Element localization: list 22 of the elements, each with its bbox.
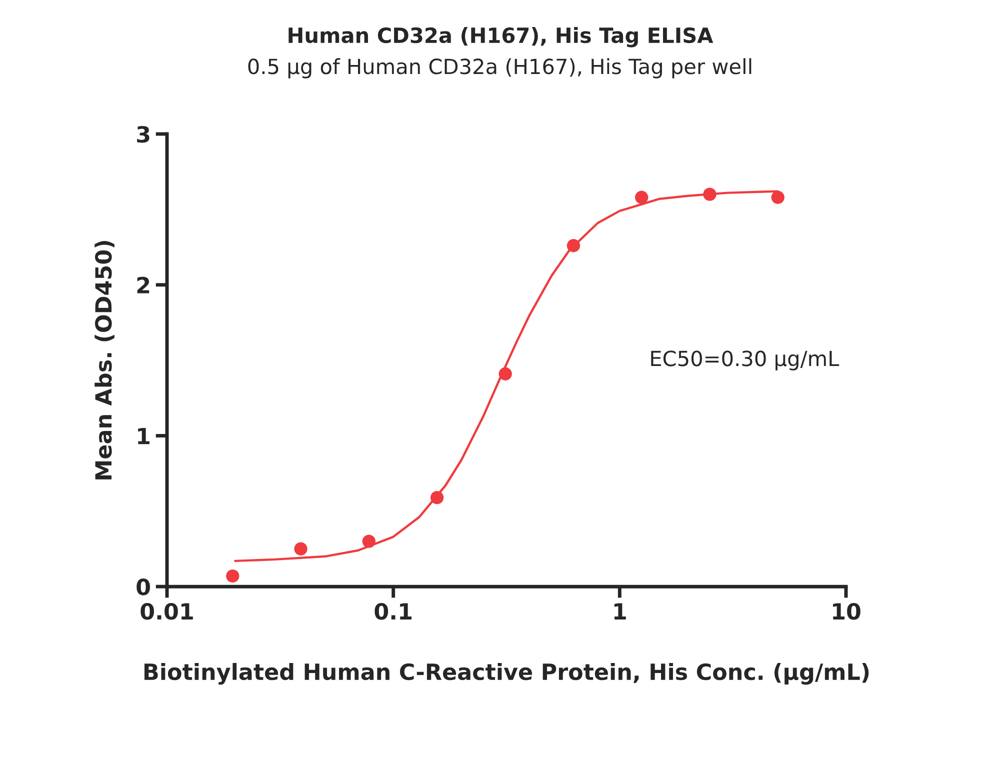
point: [226, 569, 240, 583]
x-tick-label: 10: [833, 602, 860, 620]
point: [430, 490, 444, 504]
x-tick-label: 1: [614, 603, 626, 620]
point: [362, 534, 376, 548]
point: [294, 542, 308, 556]
y-tick-label: 0: [136, 578, 150, 596]
point: [771, 190, 784, 204]
annotation: EC50=0.30 μg/mL: [651, 350, 840, 370]
point: [566, 239, 580, 252]
y-tick-label: 2: [137, 276, 150, 294]
y-tick-label: 1: [138, 428, 150, 444]
y-tick-label: 3: [137, 126, 150, 143]
chart-title: Human CD32a (H167), His Tag ELISA: [288, 27, 714, 48]
chart-subtitle: 0.5 μg of Human CD32a (H167), His Tag per well: [248, 58, 752, 78]
x-tick-label: 0.01: [140, 602, 193, 620]
y-axis-title: Mean Abs. (OD450): [94, 241, 114, 480]
point: [703, 188, 716, 201]
x-axis-title: Biotinylated Human C-Reactive Protein, His Conc. (μg/mL): [144, 662, 869, 685]
point: [498, 367, 512, 380]
point: [635, 190, 648, 204]
x-tick-label: 0.1: [374, 602, 412, 620]
